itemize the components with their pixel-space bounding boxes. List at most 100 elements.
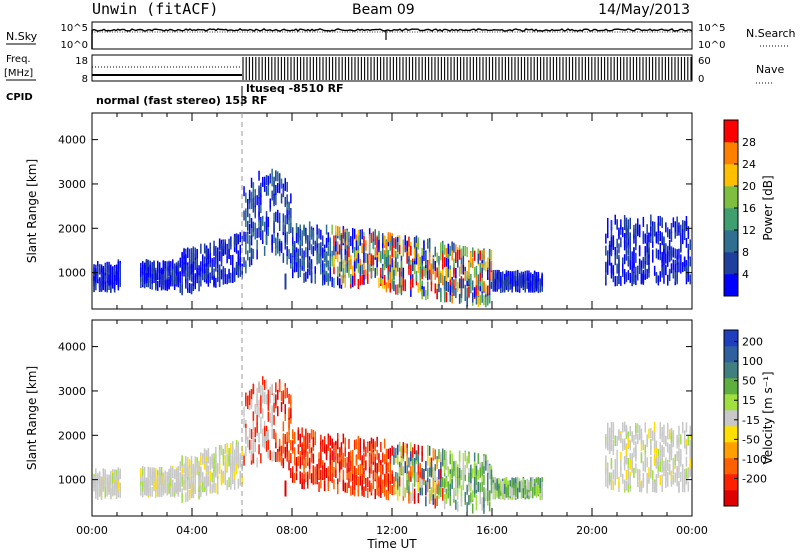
echo-mark	[185, 456, 187, 466]
echo-mark	[625, 227, 628, 238]
echo-mark	[323, 436, 326, 447]
echo-mark	[260, 230, 262, 241]
echo-mark	[466, 296, 468, 307]
echo-mark	[207, 264, 210, 275]
echo-mark	[140, 485, 142, 496]
echo-mark	[273, 414, 275, 425]
echo-mark	[644, 451, 646, 462]
echo-mark	[98, 281, 101, 292]
echo-mark	[166, 261, 168, 272]
echo-mark	[284, 480, 287, 497]
echo-mark	[301, 427, 303, 438]
echo-mark	[290, 408, 292, 419]
echo-mark	[674, 264, 676, 274]
echo-mark	[646, 255, 648, 266]
echo-mark	[220, 475, 223, 486]
echo-mark	[618, 254, 620, 265]
echo-mark	[689, 239, 691, 250]
echo-mark	[680, 434, 682, 445]
echo-mark	[415, 270, 418, 281]
echo-mark	[440, 291, 442, 302]
echo-mark	[271, 190, 273, 201]
echo-mark	[329, 471, 331, 482]
echo-mark	[305, 437, 307, 448]
echo-mark	[397, 241, 399, 252]
echo-mark	[380, 459, 382, 470]
echo-mark	[243, 210, 245, 221]
echo-mark	[652, 231, 654, 242]
echo-mark	[235, 243, 238, 254]
echo-mark	[318, 228, 320, 239]
echo-mark	[455, 467, 457, 478]
echo-mark	[532, 276, 534, 287]
echo-mark	[522, 277, 525, 288]
colorbar-tick-label: 16	[742, 202, 756, 215]
echo-mark	[327, 438, 330, 449]
echo-mark	[166, 279, 168, 290]
echo-mark	[483, 295, 485, 306]
echo-mark	[230, 462, 232, 472]
echo-mark	[342, 469, 345, 480]
power-colorbar-label: Power [dB]	[761, 175, 775, 240]
echo-mark	[427, 265, 429, 275]
echo-mark	[307, 432, 309, 443]
echo-mark	[438, 264, 440, 275]
echo-mark	[353, 439, 356, 450]
echo-mark	[376, 436, 378, 447]
echo-mark	[250, 235, 253, 246]
echo-mark	[683, 482, 686, 493]
echo-mark	[505, 276, 508, 287]
echo-mark	[640, 428, 643, 439]
echo-mark	[299, 244, 301, 255]
echo-mark	[243, 186, 245, 197]
echo-mark	[472, 247, 474, 258]
echo-mark	[483, 503, 485, 514]
echo-mark	[220, 243, 223, 254]
echo-mark	[445, 292, 448, 303]
echo-mark	[226, 453, 228, 464]
echo-mark	[265, 394, 268, 405]
echo-mark	[468, 286, 470, 297]
echo-mark	[650, 226, 652, 237]
echo-mark	[389, 470, 391, 481]
echo-mark	[288, 214, 290, 225]
echo-mark	[372, 255, 375, 266]
echo-mark	[490, 249, 493, 260]
echo-mark	[620, 219, 622, 230]
echo-mark	[372, 438, 375, 449]
echo-mark	[445, 451, 448, 462]
echo-mark	[610, 226, 613, 237]
echo-mark	[239, 453, 241, 464]
echo-mark	[685, 260, 688, 271]
echo-mark	[331, 250, 333, 261]
echo-mark	[436, 267, 438, 278]
echo-mark	[209, 273, 211, 284]
echo-mark	[110, 274, 112, 285]
echo-mark	[252, 453, 255, 464]
echo-mark	[498, 488, 500, 499]
echo-mark	[363, 243, 365, 254]
echo-mark	[670, 470, 673, 481]
echo-mark	[213, 479, 215, 490]
echo-mark	[175, 468, 178, 479]
echo-mark	[383, 475, 386, 486]
echo-mark	[513, 276, 515, 287]
echo-mark	[254, 442, 256, 453]
echo-mark	[250, 398, 253, 409]
echo-mark	[305, 447, 307, 458]
echo-mark	[417, 471, 420, 482]
echo-mark	[453, 242, 455, 253]
colorbar-tick-label: -200	[742, 472, 767, 485]
echo-mark	[307, 235, 309, 246]
echo-mark	[374, 267, 376, 278]
echo-mark	[355, 234, 358, 245]
echo-mark	[466, 247, 468, 257]
colorbar-tick-label: 200	[742, 336, 763, 349]
echo-mark	[213, 268, 215, 279]
echo-mark	[303, 473, 305, 484]
echo-mark	[627, 245, 630, 255]
echo-mark	[653, 438, 656, 449]
echo-mark	[286, 181, 288, 192]
echo-mark	[640, 434, 643, 445]
echo-mark	[271, 176, 273, 187]
